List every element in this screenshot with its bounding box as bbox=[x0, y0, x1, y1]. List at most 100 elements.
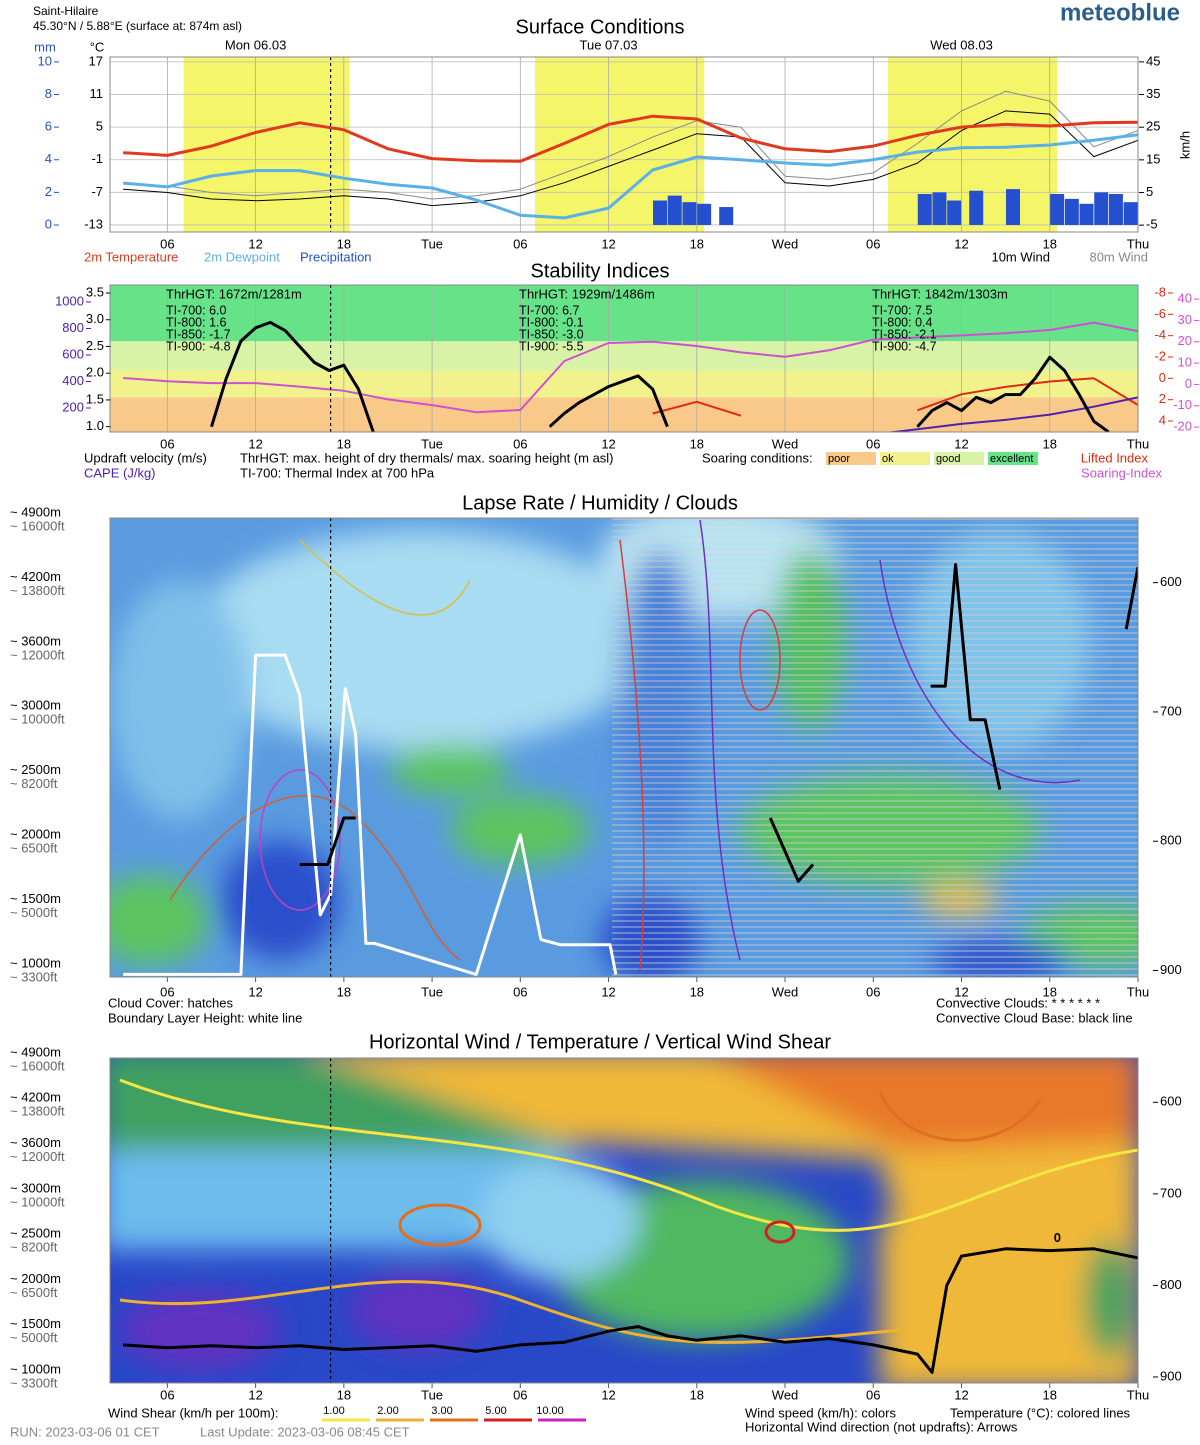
band-swatch bbox=[934, 452, 984, 465]
x-tick-label: 18 bbox=[337, 236, 351, 251]
y-tick-label: 800 bbox=[1160, 1277, 1182, 1292]
thermal-index: TI-700: 7.5 bbox=[872, 303, 932, 317]
precip-bar bbox=[1123, 202, 1138, 225]
note: Temperature (°C): colored lines bbox=[950, 1405, 1131, 1420]
axis-label: Soaring-Index bbox=[1081, 465, 1162, 480]
y-tick-label: 0 bbox=[45, 216, 52, 231]
series-line bbox=[123, 114, 1138, 163]
y-tick-label: -1 bbox=[91, 151, 103, 166]
thermal-height: ThrHGT: 1929m/1486m bbox=[519, 286, 655, 301]
x-tick-label: Thu bbox=[1127, 236, 1149, 251]
x-tick-label: 12 bbox=[954, 984, 968, 999]
precip-bar bbox=[1050, 193, 1065, 225]
altitude-ft: ~ 3300ft bbox=[10, 969, 58, 984]
thermal-index: TI-900: -4.8 bbox=[166, 339, 231, 353]
coordinates: 45.30°N / 5.88°E (surface at: 874m asl) bbox=[33, 19, 242, 33]
thermal-index: TI-700: 6.7 bbox=[519, 303, 579, 317]
panel-title: Lapse Rate / Humidity / Clouds bbox=[462, 492, 738, 514]
y-tick-label: 0 bbox=[1185, 376, 1192, 391]
y-tick-label: 800 bbox=[1160, 833, 1182, 848]
altitude-m: ~ 3600m bbox=[10, 1135, 61, 1150]
update-info: Last Update: 2023-03-06 08:45 CET bbox=[200, 1424, 410, 1439]
y-tick-label: -4 bbox=[1154, 327, 1166, 342]
x-tick-label: 18 bbox=[1043, 436, 1057, 451]
band-label: ok bbox=[882, 453, 894, 465]
x-tick-label: 12 bbox=[954, 436, 968, 451]
thermal-index: TI-700: 6.0 bbox=[166, 303, 226, 317]
precip-bar bbox=[682, 202, 697, 225]
altitude-m: ~ 1500m bbox=[10, 891, 61, 906]
thermal-index: TI-850: -3.0 bbox=[519, 327, 584, 341]
axis-label: CAPE (J/kg) bbox=[84, 465, 156, 480]
x-tick-label: 06 bbox=[160, 1387, 174, 1402]
y-tick-label: 1000 bbox=[55, 293, 84, 308]
y-tick-label: 20 bbox=[1178, 333, 1192, 348]
y-tick-label: 8 bbox=[45, 86, 52, 101]
altitude-m: ~ 4200m bbox=[10, 569, 61, 584]
series-line bbox=[210, 320, 1110, 432]
plot-area bbox=[123, 1247, 1138, 1374]
series-line bbox=[123, 653, 618, 976]
y-tick-label: 700 bbox=[1160, 703, 1182, 718]
shear-label: Wind Shear (km/h per 100m): bbox=[108, 1405, 279, 1420]
panel-title: Stability Indices bbox=[531, 260, 670, 282]
precip-bar bbox=[969, 190, 984, 225]
altitude-ft: ~ 5000ft bbox=[10, 905, 58, 920]
y-tick-label: 0 bbox=[1159, 370, 1166, 385]
series-line bbox=[652, 377, 1138, 417]
daylight bbox=[183, 57, 350, 232]
y-tick-label: 200 bbox=[62, 399, 84, 414]
plot-area bbox=[110, 285, 1138, 432]
x-tick-label: 06 bbox=[513, 1387, 527, 1402]
soaring-band bbox=[110, 397, 1138, 432]
y-tick-label: 2.0 bbox=[86, 365, 104, 380]
shear-level: 3.00 bbox=[431, 1405, 452, 1417]
x-tick-label: 12 bbox=[601, 436, 615, 451]
precip-bar bbox=[697, 203, 712, 225]
thermal-index: TI-900: -5.5 bbox=[519, 339, 584, 353]
legend-entry: 10m Wind bbox=[991, 249, 1050, 264]
y-tick-label: 900 bbox=[1160, 1368, 1182, 1383]
altitude-ft: ~ 8200ft bbox=[10, 776, 58, 791]
altitude-ft: ~ 12000ft bbox=[10, 647, 65, 662]
y-tick-label: 2 bbox=[45, 184, 52, 199]
plot-frame bbox=[109, 1057, 1139, 1384]
x-tick-label: 18 bbox=[1043, 236, 1057, 251]
soaring-band bbox=[110, 285, 1138, 342]
legend-entry: Precipitation bbox=[300, 249, 372, 264]
shear-level: 1.00 bbox=[323, 1405, 344, 1417]
x-tick-label: Tue bbox=[421, 236, 443, 251]
altitude-ft: ~ 8200ft bbox=[10, 1240, 58, 1255]
x-tick-label: 18 bbox=[690, 1387, 704, 1402]
day-label: Tue 07.03 bbox=[580, 37, 638, 52]
series-name: Convective Cloud Base: black line bbox=[936, 1010, 1133, 1025]
precip-bar bbox=[1064, 198, 1079, 225]
note: Convective Clouds: * * * * * * bbox=[936, 995, 1100, 1010]
x-tick-label: 06 bbox=[866, 1387, 880, 1402]
wind-field bbox=[110, 1058, 1138, 1383]
x-tick-label: 18 bbox=[337, 984, 351, 999]
humidity-field bbox=[110, 518, 1138, 977]
altitude-m: ~ 2000m bbox=[10, 1271, 61, 1286]
altitude-ft: ~ 16000ft bbox=[10, 518, 65, 533]
precip-bar bbox=[653, 200, 668, 225]
series-line bbox=[885, 396, 1138, 432]
x-tick-label: 12 bbox=[248, 1387, 262, 1402]
x-tick-label: 18 bbox=[1043, 1387, 1057, 1402]
thermal-index: TI-800: -0.1 bbox=[519, 315, 584, 329]
note: TI-700: Thermal Index at 700 hPa bbox=[240, 465, 435, 480]
band-label: good bbox=[936, 453, 960, 465]
x-tick-label: Tue bbox=[421, 436, 443, 451]
y-tick-label: 17 bbox=[89, 53, 103, 68]
x-tick-label: 18 bbox=[337, 1387, 351, 1402]
band-swatch bbox=[988, 452, 1038, 465]
bands-label: Soaring conditions: bbox=[702, 450, 813, 465]
thermal-height: ThrHGT: 1672m/1281m bbox=[166, 286, 302, 301]
altitude-m: ~ 2500m bbox=[10, 1226, 61, 1241]
x-tick-label: Wed bbox=[772, 436, 799, 451]
precip-bar bbox=[947, 200, 962, 225]
y-tick-label: 2 bbox=[1159, 391, 1166, 406]
x-tick-label: 18 bbox=[1043, 984, 1057, 999]
y-tick-label: 600 bbox=[1160, 574, 1182, 589]
altitude-m: ~ 1500m bbox=[10, 1316, 61, 1331]
